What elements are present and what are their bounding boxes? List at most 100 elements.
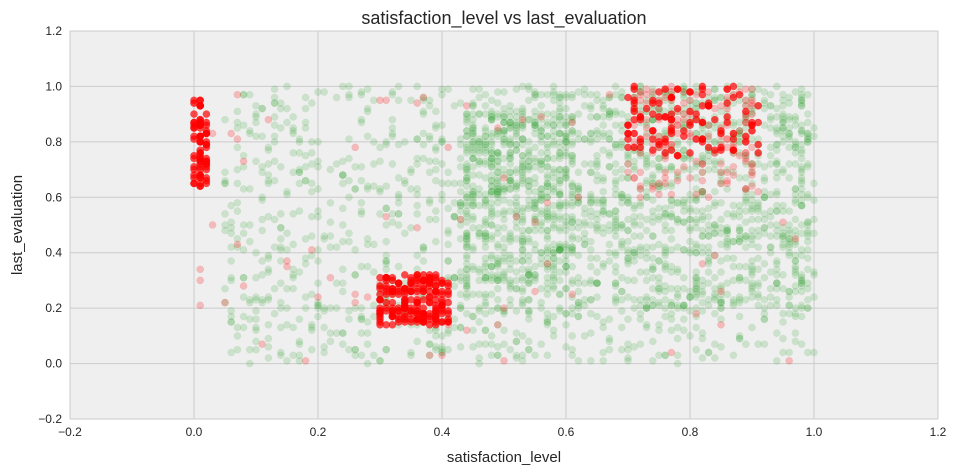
scatter-point [376,309,384,318]
scatter-point [456,323,465,332]
scatter-point [394,210,403,218]
scatter-point [462,115,471,124]
scatter-point [462,193,471,202]
scatter-point [425,96,434,105]
scatter-point [518,232,527,240]
scatter-point [506,174,515,182]
scatter-point [351,298,360,307]
scatter-point [710,96,719,105]
scatter-point [493,243,502,252]
scatter-point [555,290,564,299]
scatter-point [438,345,446,354]
scatter-point [686,246,694,254]
scatter-point [717,198,725,207]
scatter-point [314,212,322,221]
scatter-point [518,110,527,118]
scatter-point [741,295,750,304]
scatter-point [338,265,347,274]
scatter-point [239,246,248,254]
scatter-point [493,99,502,107]
scatter-point [667,196,676,204]
scatter-point [779,165,787,174]
scatter-point [481,196,490,204]
scatter-point [779,207,787,215]
scatter-point [419,93,428,102]
scatter-point [624,257,632,265]
scatter-point [611,279,620,288]
scatter-point [797,126,806,135]
scatter-point [245,295,254,304]
scatter-point [735,226,744,235]
scatter-point [493,129,502,138]
scatter-point [518,212,527,221]
scatter-point [469,132,477,141]
scatter-point [382,204,391,213]
scatter-point [351,271,360,279]
scatter-point [624,160,632,168]
scatter-point [593,135,601,143]
scatter-point [469,138,477,146]
scatter-point [512,140,521,149]
scatter-point [487,176,496,185]
scatter-point [295,165,304,174]
scatter-point [555,129,564,138]
scatter-point [692,276,701,285]
scatter-point [394,174,403,182]
scatter-point [624,198,632,207]
scatter-point [555,149,564,157]
scatter-point [531,240,539,249]
scatter-point [710,138,719,146]
scatter-point [419,246,428,254]
scatter-point [797,90,806,99]
scatter-point [462,149,471,157]
scatter-point [419,243,428,252]
scatter-point [549,132,558,141]
scatter-point [524,162,533,171]
scatter-point [735,237,744,246]
scatter-point [692,309,701,318]
scatter-point [605,162,614,171]
scatter-point [803,129,812,138]
scatter-point [245,345,254,354]
scatter-point [252,118,260,127]
scatter-point [500,165,508,174]
scatter-point [338,221,347,229]
scatter-point [431,157,440,166]
scatter-point [772,271,781,279]
scatter-point [785,293,794,301]
scatter-point [462,212,471,221]
scatter-point [673,268,682,276]
scatter-point [562,132,570,141]
scatter-point [791,337,800,346]
scatter-point [636,295,645,304]
scatter-point [698,259,707,268]
scatter-point [555,246,564,254]
scatter-point [462,235,471,243]
scatter-point [524,345,533,354]
scatter-point [227,307,236,315]
scatter-point [289,149,298,157]
scatter-point [493,351,502,360]
scatter-point [487,110,496,118]
scatter-point [264,143,273,152]
scatter-point [797,101,806,110]
scatter-point [475,135,484,143]
scatter-point [611,293,620,301]
scatter-point [469,124,477,132]
scatter-point [599,262,608,271]
scatter-point [456,99,465,107]
scatter-point [791,309,800,318]
scatter-point [462,132,471,141]
scatter-point [779,318,787,326]
scatter-point [760,210,769,218]
scatter-point [642,121,651,130]
scatter-point [599,104,608,113]
scatter-point [673,104,682,113]
scatter-point [475,340,484,349]
scatter-point [710,201,719,210]
scatter-point [766,151,775,160]
scatter-point [605,337,614,346]
scatter-point [593,293,601,301]
scatter-point [382,259,391,268]
scatter-point [779,229,787,238]
